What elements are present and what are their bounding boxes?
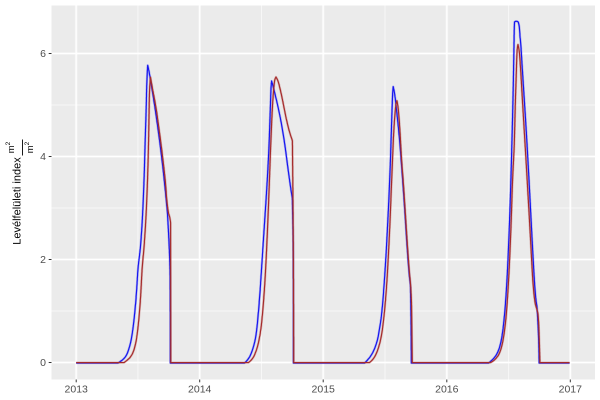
svg-text:2016: 2016: [435, 384, 459, 396]
svg-text:2017: 2017: [559, 384, 583, 396]
svg-text:2015: 2015: [312, 384, 336, 396]
svg-text:4: 4: [40, 151, 46, 163]
svg-text:6: 6: [40, 48, 46, 60]
svg-text:2: 2: [40, 254, 46, 266]
svg-text:0: 0: [40, 357, 46, 369]
svg-text:2013: 2013: [65, 384, 89, 396]
svg-text:2014: 2014: [188, 384, 212, 396]
